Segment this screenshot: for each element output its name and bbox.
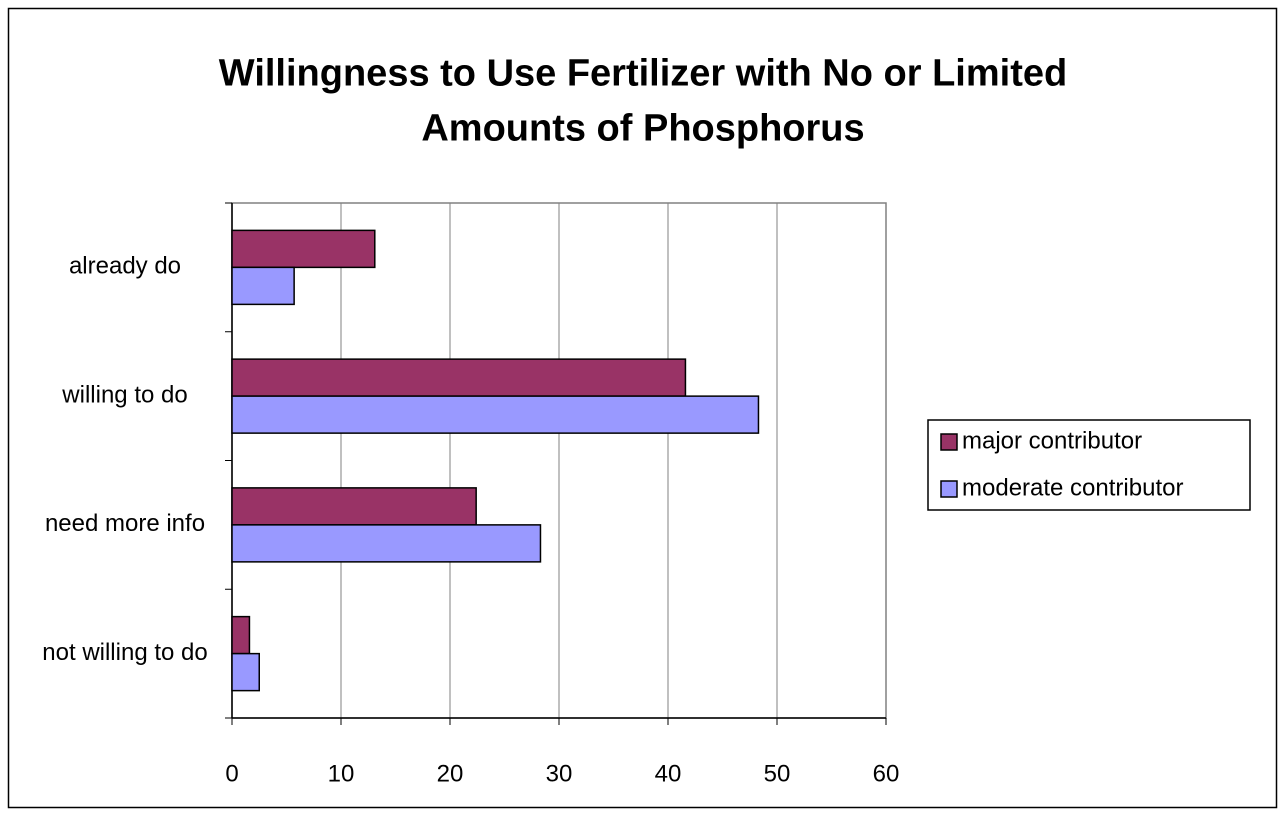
bar	[231, 229, 376, 269]
y-tick-label: already do	[69, 253, 181, 280]
chart-title: Willingness to Use Fertilizer with No or…	[219, 53, 1067, 150]
legend-label: moderate contributor	[962, 474, 1183, 501]
y-tick-label: need more info	[45, 510, 205, 537]
bar	[231, 266, 295, 306]
bar	[231, 358, 687, 397]
x-tick-label: 0	[225, 760, 238, 787]
x-tick-label: 20	[437, 760, 464, 787]
legend-label: major contributor	[962, 427, 1142, 454]
y-tick-label: not willing to do	[42, 639, 207, 666]
x-tick-label: 50	[764, 760, 791, 787]
x-tick-label: 30	[546, 760, 573, 787]
bar	[231, 395, 760, 434]
legend-swatch	[940, 433, 958, 451]
x-tick-label: 60	[873, 760, 900, 787]
x-tick-label: 10	[328, 760, 355, 787]
x-tick-label: 40	[655, 760, 682, 787]
bar	[231, 652, 260, 692]
y-tick-label: willing to do	[61, 381, 187, 408]
bar	[231, 615, 251, 655]
legend-box	[927, 419, 1251, 511]
legend-swatch	[940, 480, 958, 498]
bar	[231, 524, 542, 563]
bar	[231, 487, 477, 526]
